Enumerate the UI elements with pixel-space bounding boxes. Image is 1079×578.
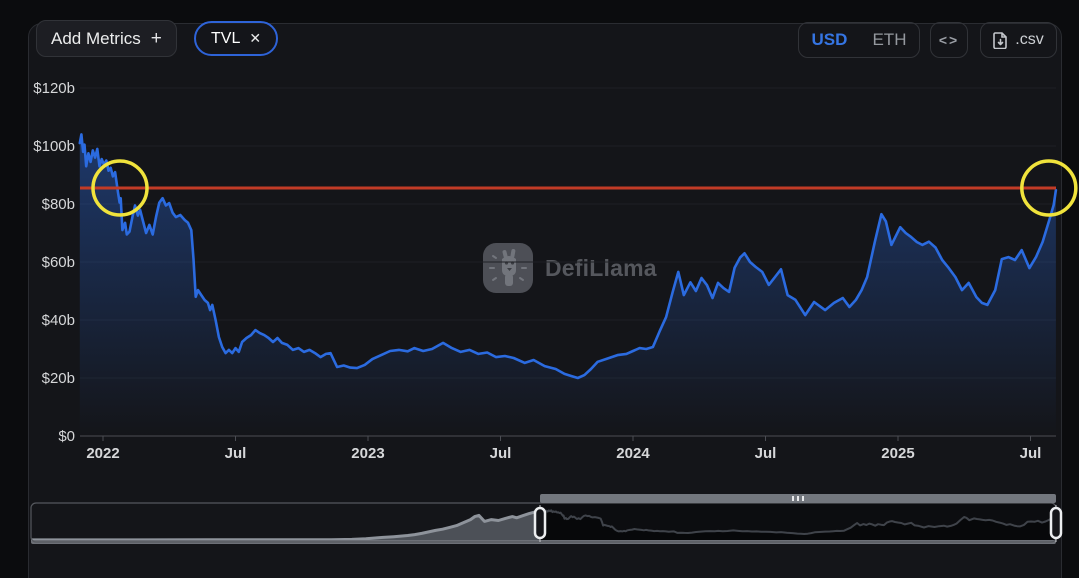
x-axis-label: Jul xyxy=(1020,445,1042,462)
y-axis-label: $40b xyxy=(42,312,75,329)
x-axis-label: Jul xyxy=(490,445,512,462)
brush-area-unselected xyxy=(31,509,540,540)
plus-icon: + xyxy=(150,27,162,49)
y-axis-label: $0 xyxy=(58,428,75,445)
y-axis-label: $20b xyxy=(42,370,75,387)
x-axis-label: Jul xyxy=(225,445,247,462)
code-brackets-icon: <> xyxy=(938,32,960,48)
brush-handle-right[interactable] xyxy=(1049,506,1063,540)
x-axis-label: 2025 xyxy=(881,445,914,462)
currency-option-usd[interactable]: USD xyxy=(811,30,848,49)
brush-grip-icon xyxy=(797,496,799,501)
x-axis-label: 2024 xyxy=(616,445,650,462)
brush-grip-icon xyxy=(792,496,794,501)
add-metrics-button[interactable]: Add Metrics + xyxy=(36,20,177,57)
highlight-circle xyxy=(1020,159,1078,217)
y-axis-label: $120b xyxy=(33,80,75,97)
embed-code-button[interactable]: <> xyxy=(930,22,968,58)
y-axis-label: $100b xyxy=(33,138,75,155)
tvl-line xyxy=(78,133,1058,380)
y-axis-label: $60b xyxy=(42,254,75,271)
x-axis-label: 2022 xyxy=(86,445,119,462)
brush-handle-left[interactable] xyxy=(533,506,547,540)
close-icon[interactable]: ✕ xyxy=(249,30,262,46)
currency-option-eth[interactable]: ETH xyxy=(872,30,907,49)
brush-grip-icon xyxy=(802,496,804,501)
add-metrics-label: Add Metrics xyxy=(51,28,141,48)
csv-label: .csv xyxy=(1015,31,1044,48)
tvl-area-fill xyxy=(79,134,1056,436)
download-csv-button[interactable]: .csv xyxy=(980,22,1057,58)
metric-pill-label: TVL xyxy=(211,29,241,47)
brush-minichart-unselected xyxy=(31,507,540,542)
highlight-circle xyxy=(91,159,149,217)
file-download-icon xyxy=(993,31,1008,49)
currency-toggle: USD ETH xyxy=(798,22,920,58)
metric-pill-tvl[interactable]: TVL ✕ xyxy=(194,21,279,56)
y-axis-label: $80b xyxy=(42,196,75,213)
chart-plot-area[interactable] xyxy=(80,88,1056,436)
x-axis-label: 2023 xyxy=(351,445,384,462)
x-axis-label: Jul xyxy=(755,445,777,462)
